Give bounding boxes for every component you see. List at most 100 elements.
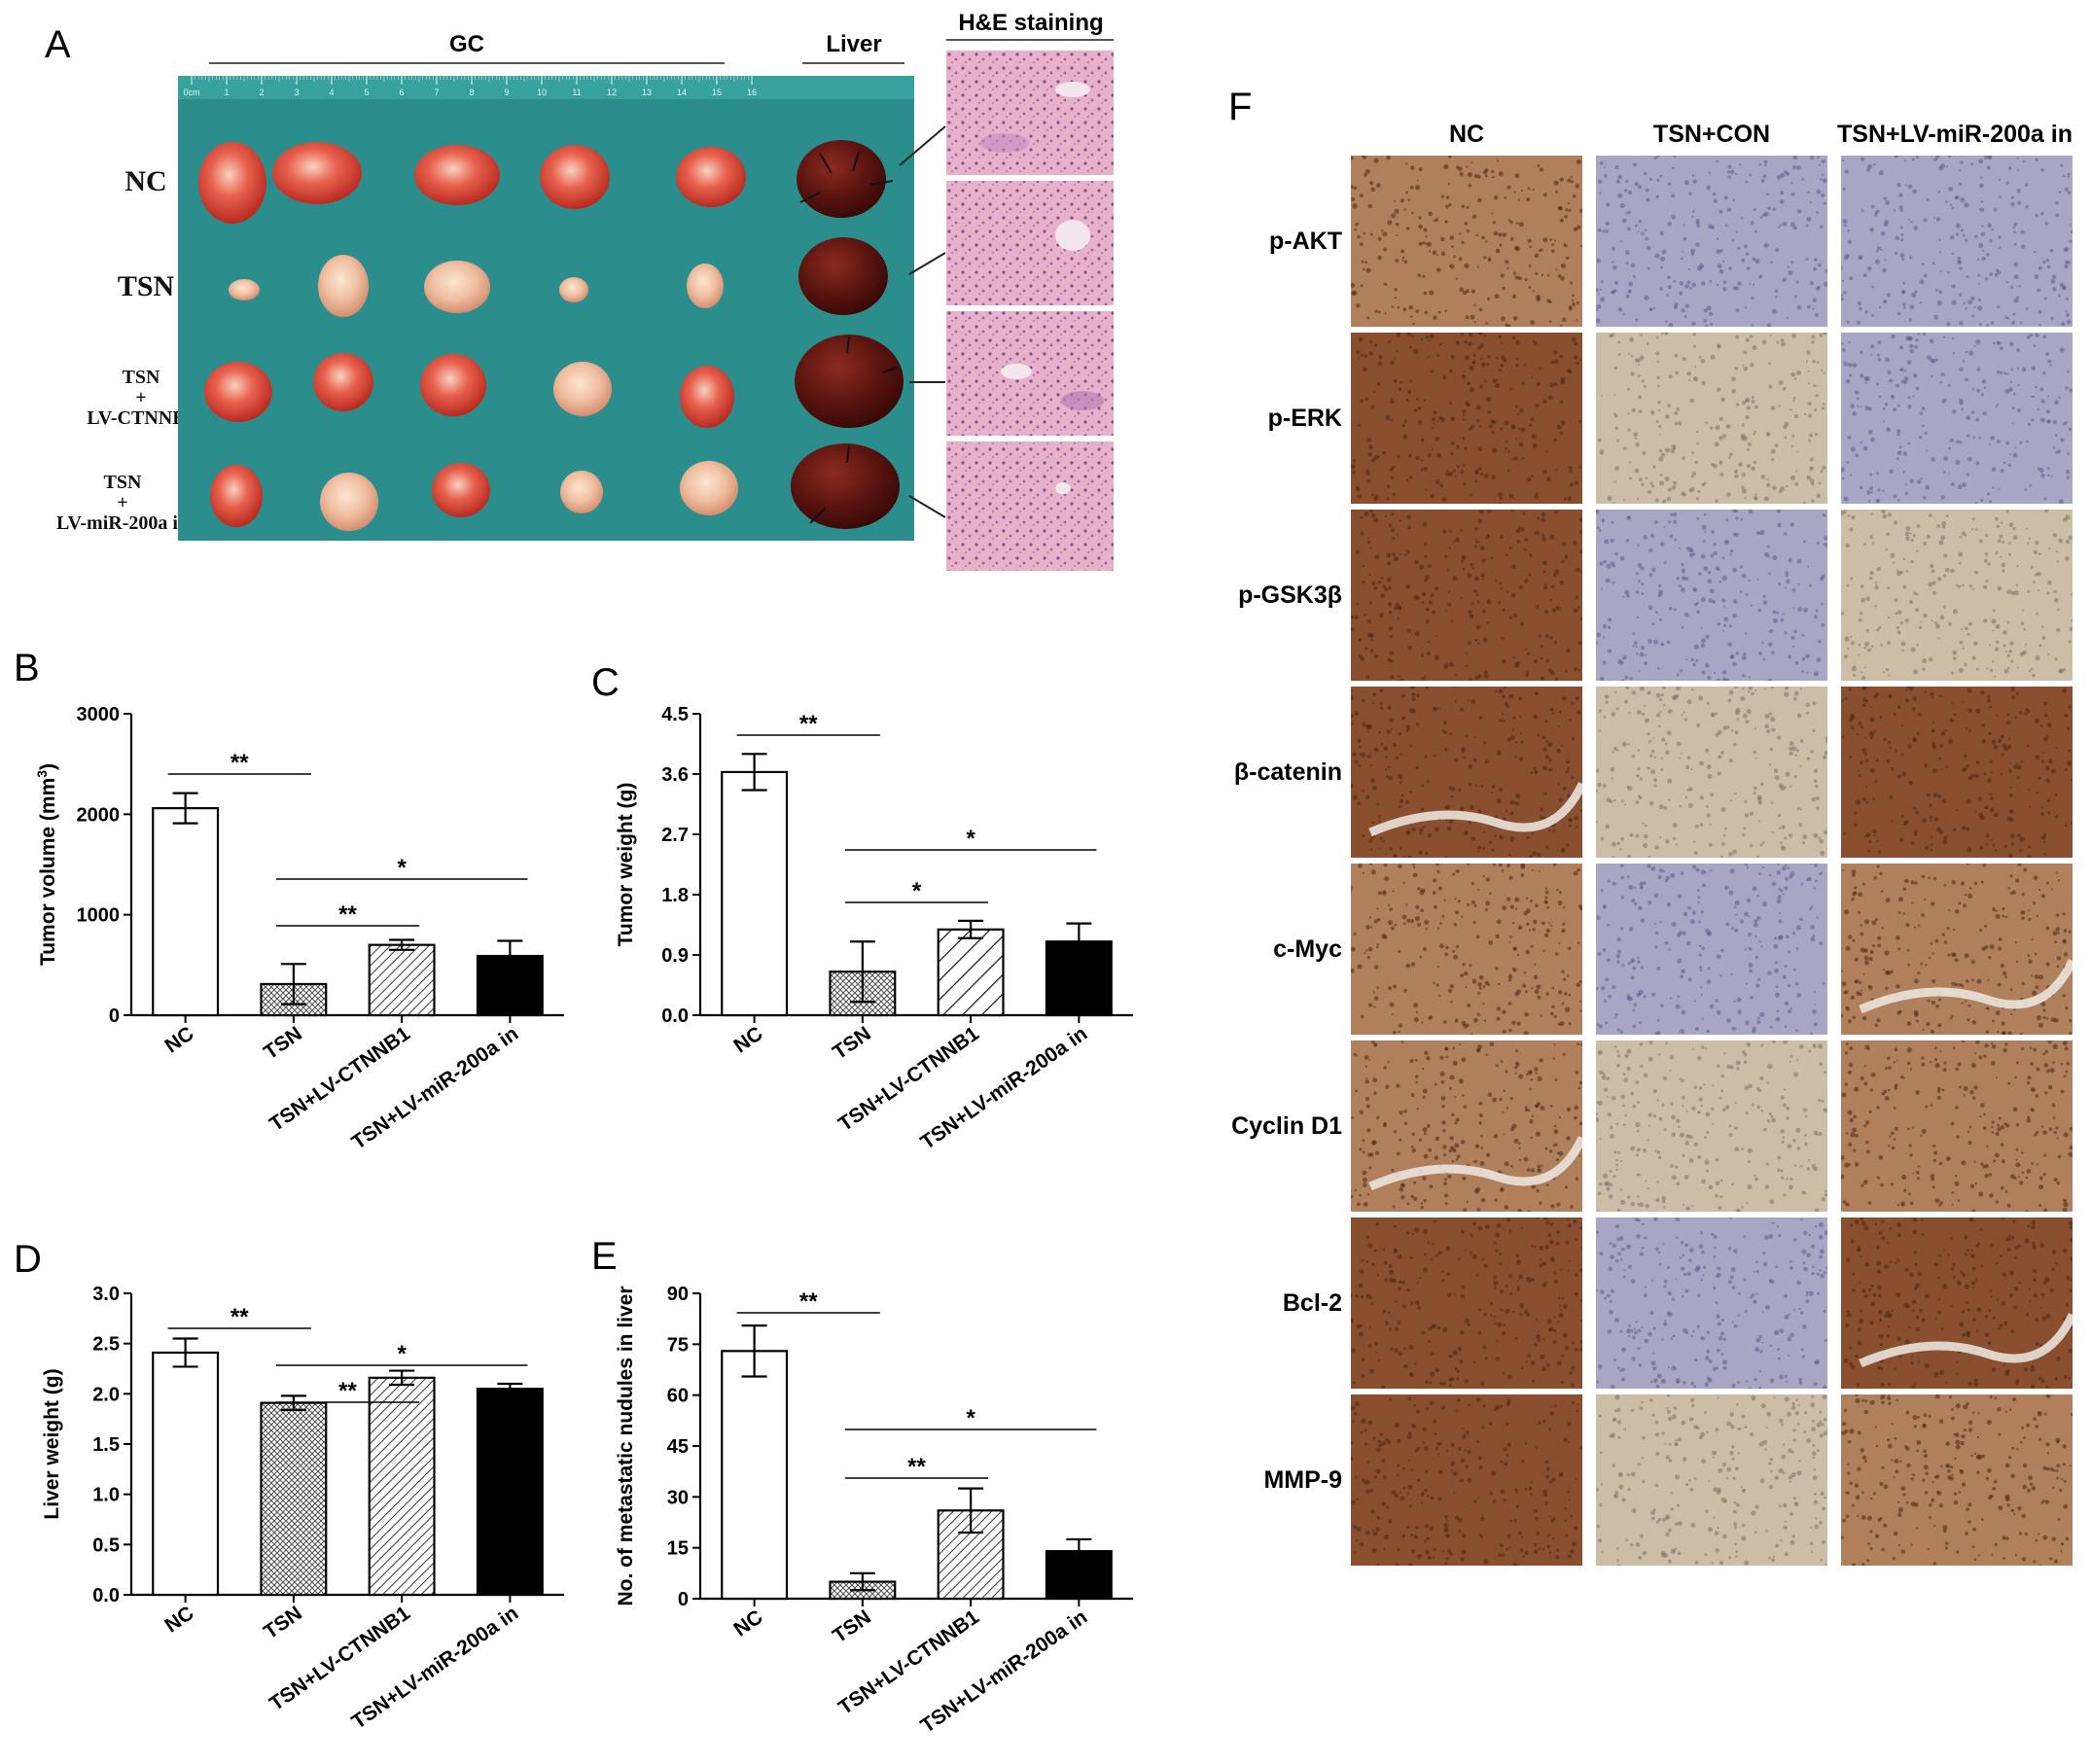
bar-1: [260, 1401, 328, 1597]
significance-marker-0: **: [799, 1288, 818, 1315]
liver-label: Liver: [826, 31, 882, 57]
ihc-row-label-0: p-AKT: [1269, 228, 1342, 255]
x-tick-label-0: NC: [160, 1602, 197, 1637]
ruler-tick-label: 9: [504, 88, 509, 97]
ihc-image-4-2: [1841, 864, 2073, 1035]
ihc-row-label-3: β-catenin: [1233, 759, 1342, 786]
y-tick-label: 4.5: [661, 704, 689, 725]
y-tick-label: 3000: [77, 704, 121, 725]
significance-marker-1: **: [338, 901, 357, 928]
significance-marker-1: *: [912, 878, 922, 904]
row-label-tsn: TSN: [117, 270, 175, 302]
ihc-image-7-2: [1841, 1394, 2073, 1566]
ihc-row-label-4: c-Myc: [1273, 935, 1342, 963]
ihc-image-1-2: [1841, 333, 2073, 504]
y-tick-label: 2.0: [92, 1384, 120, 1405]
ruler-tick-label: 16: [747, 88, 757, 97]
he-staining-label: H&E staining: [958, 10, 1104, 36]
x-tick-label-0: NC: [729, 1605, 766, 1641]
x-tick-label-1: TSN: [260, 1602, 306, 1643]
row-label-nc: NC: [124, 165, 167, 197]
tsn-tumors: [229, 255, 724, 317]
ruler-tick-label: 6: [399, 88, 404, 97]
ctnnb1-tumors: [204, 353, 734, 428]
row-label-tsn-lv-ctnnb1: TSN + LV-CTNNB1: [87, 367, 195, 429]
significance-marker-1: **: [907, 1454, 926, 1480]
y-tick-label: 1.5: [92, 1434, 120, 1456]
y-tick-label: 3.6: [661, 764, 689, 786]
ruler-tick-label: 13: [642, 88, 652, 97]
gc-bracket-line: [209, 62, 725, 64]
he-staining-images: [946, 51, 1114, 571]
ruler-tick-label: 15: [712, 88, 722, 97]
ihc-image-4-0: [1351, 864, 1582, 1035]
ihc-row-label-2: p-GSK3β: [1238, 582, 1342, 609]
panel-letter-a: A: [45, 23, 71, 66]
ihc-image-0-0: [1351, 156, 1582, 327]
y-tick-label: 1000: [77, 905, 121, 927]
ihc-image-2-0: [1351, 510, 1582, 681]
y-tick-label: 90: [667, 1284, 689, 1305]
ihc-image-3-1: [1596, 687, 1827, 858]
bar-0: [152, 807, 220, 1017]
row-label-tsn-lv-mir200a: TSN + LV-miR-200a in: [55, 472, 190, 534]
ihc-row-label-5: Cyclin D1: [1231, 1112, 1342, 1140]
y-axis-label: Liver weight (g): [41, 1368, 63, 1519]
y-tick-label: 15: [667, 1538, 689, 1560]
ihc-image-0-2: [1841, 156, 2073, 327]
ihc-image-5-0: [1351, 1041, 1582, 1212]
y-tick-label: 0: [109, 1005, 120, 1027]
ihc-image-5-1: [1596, 1041, 1827, 1212]
y-tick-label: 0.5: [92, 1535, 120, 1556]
significance-marker-2: *: [966, 826, 975, 852]
liver-bracket-line: [802, 62, 904, 64]
significance-marker-2: *: [966, 1405, 975, 1431]
ihc-row-label-1: p-ERK: [1267, 405, 1342, 432]
ihc-image-2-1: [1596, 510, 1827, 681]
y-tick-label: 30: [667, 1487, 689, 1508]
ruler-tick-label: 4: [329, 88, 334, 97]
ruler-tick-label: 3: [294, 88, 299, 97]
ihc-image-3-2: [1841, 687, 2073, 858]
y-tick-label: 2.5: [92, 1334, 120, 1356]
panel-letter-c: C: [591, 661, 620, 704]
ihc-image-6-2: [1841, 1217, 2073, 1389]
ihc-image-1-0: [1351, 333, 1582, 504]
y-tick-label: 45: [667, 1436, 689, 1458]
ihc-image-3-0: [1351, 687, 1582, 858]
ruler-tick-label: 5: [364, 88, 369, 97]
ruler-tick-label: 14: [677, 88, 687, 97]
ihc-row-label-7: MMP-9: [1263, 1466, 1342, 1494]
x-tick-label-1: TSN: [829, 1022, 875, 1064]
y-axis-label: Tumor volume (mm3): [34, 763, 59, 966]
ruler-tick-label: 7: [434, 88, 439, 97]
significance-marker-0: **: [230, 1304, 249, 1330]
y-tick-label: 2.7: [661, 825, 689, 846]
significance-marker-2: *: [397, 1341, 407, 1367]
ruler-tick-label: 11: [572, 88, 581, 97]
bar-0: [152, 1351, 220, 1597]
gc-label: GC: [449, 31, 484, 57]
ihc-image-1-1: [1596, 333, 1827, 504]
y-tick-label: 2000: [77, 804, 121, 826]
y-tick-label: 3.0: [92, 1284, 120, 1305]
ruler-tick-label: 1: [224, 88, 229, 97]
chart-d-liver-weight: 0.0 0.5 1.0 1.5 2.0 2.5 3.0 Liver weight (g) NC T…: [41, 1284, 564, 1734]
x-tick-label-1: TSN: [829, 1605, 875, 1647]
ihc-col-nc: NC: [1448, 121, 1485, 148]
ihc-row-label-6: Bcl-2: [1282, 1289, 1342, 1317]
he-bracket-line: [946, 39, 1114, 41]
chart-e-metastatic-nodules: 0 15 30 45 60 75 90 No. of metastatic nudules i…: [615, 1284, 1133, 1738]
ihc-image-6-0: [1351, 1217, 1582, 1389]
bar-0: [721, 1350, 789, 1601]
panel-letter-d: D: [14, 1238, 42, 1281]
panel-letter-e: E: [591, 1235, 618, 1278]
ihc-col-tsn-con: TSN+CON: [1652, 121, 1771, 148]
y-axis-label: Tumor weight (g): [615, 783, 637, 947]
x-tick-label-0: NC: [729, 1022, 766, 1057]
significance-marker-2: *: [397, 855, 407, 881]
ihc-col-tsn-lv-mir200a: TSN+LV-miR-200a in: [1837, 121, 2073, 148]
ruler-tick-label: 0cm: [183, 88, 199, 97]
